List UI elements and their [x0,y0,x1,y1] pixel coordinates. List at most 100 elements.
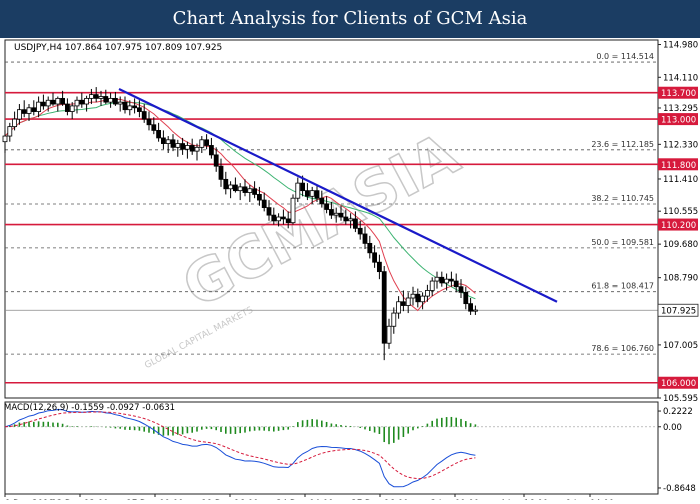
candle [357,220,363,240]
fib-label: 38.2 = 110.745 [591,194,654,203]
candle-body [117,101,123,105]
ma-slow-line [4,101,476,300]
candle-body [36,101,41,112]
candle [7,122,13,142]
banner-title: Chart Analysis for Clients of GCM Asia [0,0,700,38]
candle [165,136,171,153]
candle-body [328,209,334,216]
candle [232,177,238,193]
price-tick-label: 114.980 [663,41,698,51]
candle [410,286,416,306]
candle [204,134,210,150]
candle-body [141,111,147,120]
candle-body [103,96,109,103]
candle-body [333,212,339,216]
candle [472,305,478,315]
candle-body [98,96,104,99]
candle-body [89,94,94,99]
candle [127,100,133,116]
candle [189,138,195,155]
candle [458,279,464,299]
candle-body [458,286,464,293]
candle-body [242,186,248,193]
candle [328,201,334,219]
candle [89,88,94,105]
chart-area: GCMASIA GLOBAL CAPITAL MARKETS 113.700 113… [0,38,700,504]
candle-body [300,182,306,192]
level-label: 110.200 [661,221,696,231]
candle [45,96,51,112]
candle [362,226,368,250]
candle [184,141,190,159]
candle [16,104,22,125]
candle [26,104,32,121]
candle-body [108,97,113,103]
candle [304,183,310,201]
candle [271,207,277,225]
candle [343,209,349,225]
candle [93,87,99,103]
candle [194,143,200,161]
candle-body [165,139,171,144]
candle-body [448,278,454,282]
candle [415,288,421,308]
candle [295,177,301,202]
candle [247,185,253,202]
candle-body [26,107,32,114]
candle [405,292,411,314]
price-tick-label: 109.680 [663,240,698,250]
candle-body [319,197,325,205]
chart-title: USDJPY,H4 107.864 107.975 107.809 107.92… [14,43,222,53]
candle [386,318,392,349]
candle-body [55,97,61,105]
candle [309,186,315,204]
candle [175,139,181,157]
candle [69,102,75,120]
candle-body [31,107,37,112]
candle-body [132,105,138,109]
candle [132,98,138,114]
candle-body [2,135,8,143]
candle-body [208,145,214,156]
candle-body [7,126,13,137]
candle-body [60,97,65,105]
candle-body [444,278,450,284]
candle-body [396,301,402,314]
candle [113,91,118,106]
candle-body [213,154,219,167]
candle-body [343,216,349,222]
candle-body [381,271,387,344]
candle-body [290,197,296,224]
level-label: 111.800 [661,161,696,171]
macd-tick-label: 0.2222 [663,407,693,417]
candle-body [348,218,354,222]
candle-body [410,293,416,299]
candle-body [386,325,392,344]
candle [338,205,344,221]
candle [280,209,286,225]
candle [21,100,27,118]
current-price-label: 107.925 [661,307,696,317]
candle [381,265,387,361]
level-label-box [658,376,698,389]
candles [2,87,478,361]
candle-body [357,227,363,235]
candle-body [391,312,397,327]
level-label: 106.000 [661,379,696,389]
candle-body [180,143,186,150]
price-tick-label: 105.595 [663,394,698,404]
candle [84,95,89,112]
candle-body [352,218,358,229]
candle [36,96,41,118]
candle-body [472,309,478,312]
candle-body [79,99,85,105]
candle-body [194,146,200,152]
candle-body [204,139,210,146]
level-label-box [658,218,698,231]
candle-body [367,242,373,254]
candle [348,213,354,229]
candle-body [261,199,267,209]
candle-body [199,139,205,148]
candle [122,96,128,114]
